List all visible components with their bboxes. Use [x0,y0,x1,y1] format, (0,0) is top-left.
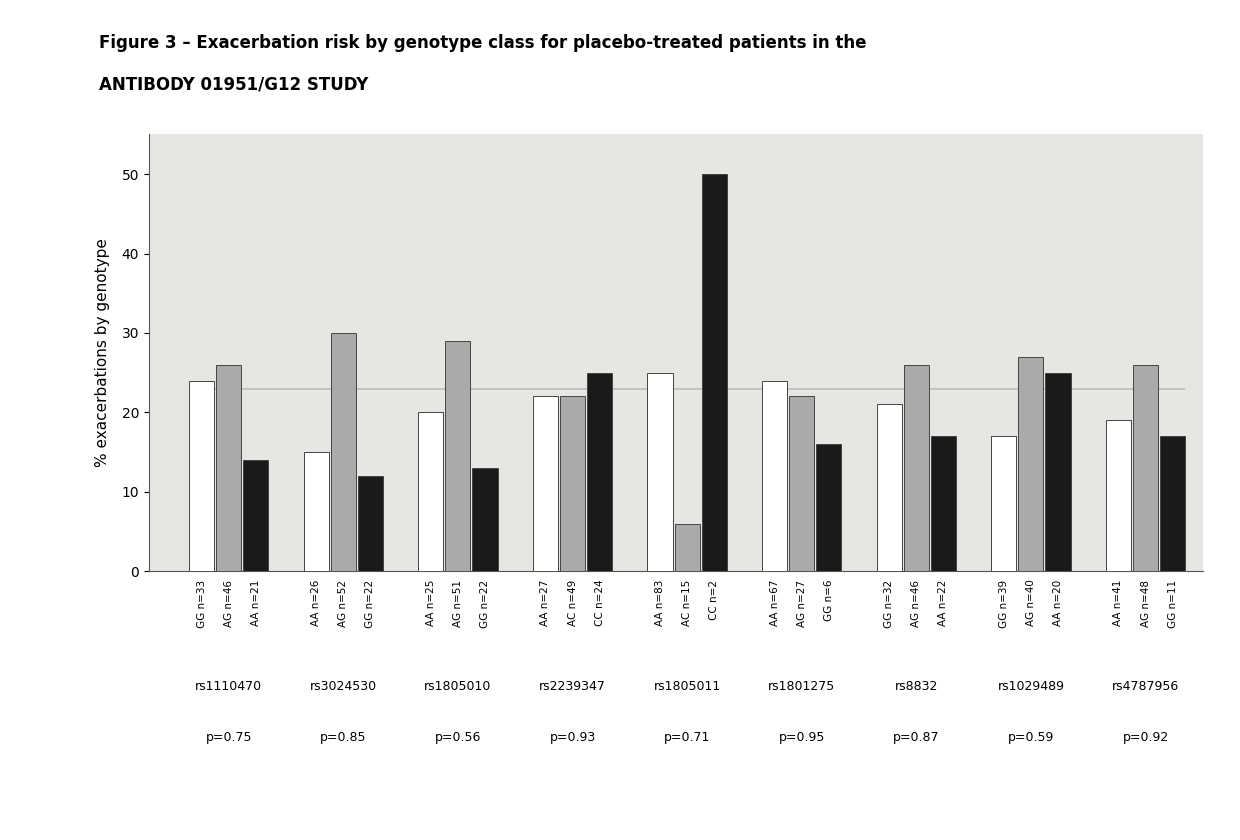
Text: AA n=83: AA n=83 [655,580,665,626]
Bar [1133,365,1158,571]
Text: GG n=6: GG n=6 [823,580,833,621]
Text: GG n=22: GG n=22 [480,580,490,627]
Bar [1106,420,1131,571]
Text: AG n=40: AG n=40 [1025,580,1035,627]
Text: GG n=39: GG n=39 [998,580,1009,627]
Text: ANTIBODY 01951/G12 STUDY: ANTIBODY 01951/G12 STUDY [99,76,368,93]
Text: AG n=52: AG n=52 [339,580,348,627]
Bar [445,341,470,571]
Bar [931,436,956,571]
Text: p=0.92: p=0.92 [1122,731,1168,743]
Text: GG n=11: GG n=11 [1168,580,1178,627]
Bar [418,412,444,571]
Bar [331,333,356,571]
Text: GG n=32: GG n=32 [884,580,894,627]
Text: CC n=2: CC n=2 [709,580,719,620]
Bar [358,476,383,571]
Text: p=0.93: p=0.93 [549,731,595,743]
Text: Figure 3 – Exacerbation risk by genotype class for placebo-treated patients in t: Figure 3 – Exacerbation risk by genotype… [99,34,867,51]
Text: AA n=67: AA n=67 [770,580,780,626]
Text: AA n=20: AA n=20 [1053,580,1063,626]
Bar [877,404,901,571]
Text: p=0.59: p=0.59 [1008,731,1054,743]
Text: AG n=46: AG n=46 [911,580,921,627]
Bar [991,436,1017,571]
Text: p=0.71: p=0.71 [663,731,711,743]
Text: GG n=22: GG n=22 [366,580,376,627]
Bar [904,365,929,571]
Text: AC n=49: AC n=49 [568,580,578,626]
Bar [533,396,558,571]
Text: rs8832: rs8832 [894,680,937,693]
Y-axis label: % exacerbations by genotype: % exacerbations by genotype [95,239,110,467]
Text: p=0.85: p=0.85 [320,731,367,743]
Text: rs1805010: rs1805010 [424,680,491,693]
Text: p=0.75: p=0.75 [206,731,252,743]
Text: CC n=24: CC n=24 [595,580,605,627]
Bar [1045,373,1070,571]
Text: AA n=26: AA n=26 [311,580,321,626]
Text: p=0.87: p=0.87 [893,731,940,743]
Text: p=0.56: p=0.56 [435,731,481,743]
Text: rs1805011: rs1805011 [653,680,720,693]
Text: GG n=33: GG n=33 [197,580,207,627]
Bar [1161,436,1185,571]
Bar [789,396,815,571]
Bar [1018,357,1044,571]
Text: AA n=25: AA n=25 [425,580,435,626]
Bar [472,468,497,571]
Text: AA n=27: AA n=27 [541,580,551,626]
Text: rs1110470: rs1110470 [195,680,263,693]
Bar [702,174,727,571]
Bar [587,373,613,571]
Text: rs2239347: rs2239347 [539,680,606,693]
Text: rs1801275: rs1801275 [768,680,836,693]
Bar [560,396,585,571]
Bar [188,381,215,571]
Text: rs4787956: rs4787956 [1112,680,1179,693]
Text: AA n=21: AA n=21 [250,580,260,626]
Text: AA n=22: AA n=22 [939,580,949,626]
Bar [304,452,329,571]
Bar [675,523,699,571]
Text: AA n=41: AA n=41 [1114,580,1123,626]
Bar [763,381,787,571]
Text: AG n=51: AG n=51 [453,580,463,627]
Text: AC n=15: AC n=15 [682,580,692,626]
Text: AG n=27: AG n=27 [797,580,807,627]
Text: rs3024530: rs3024530 [310,680,377,693]
Text: rs1029489: rs1029489 [997,680,1064,693]
Bar [647,373,672,571]
Bar [243,460,268,571]
Text: AG n=48: AG n=48 [1141,580,1151,627]
Bar [216,365,242,571]
Text: AG n=46: AG n=46 [223,580,233,627]
Bar [816,444,842,571]
Text: p=0.95: p=0.95 [779,731,825,743]
